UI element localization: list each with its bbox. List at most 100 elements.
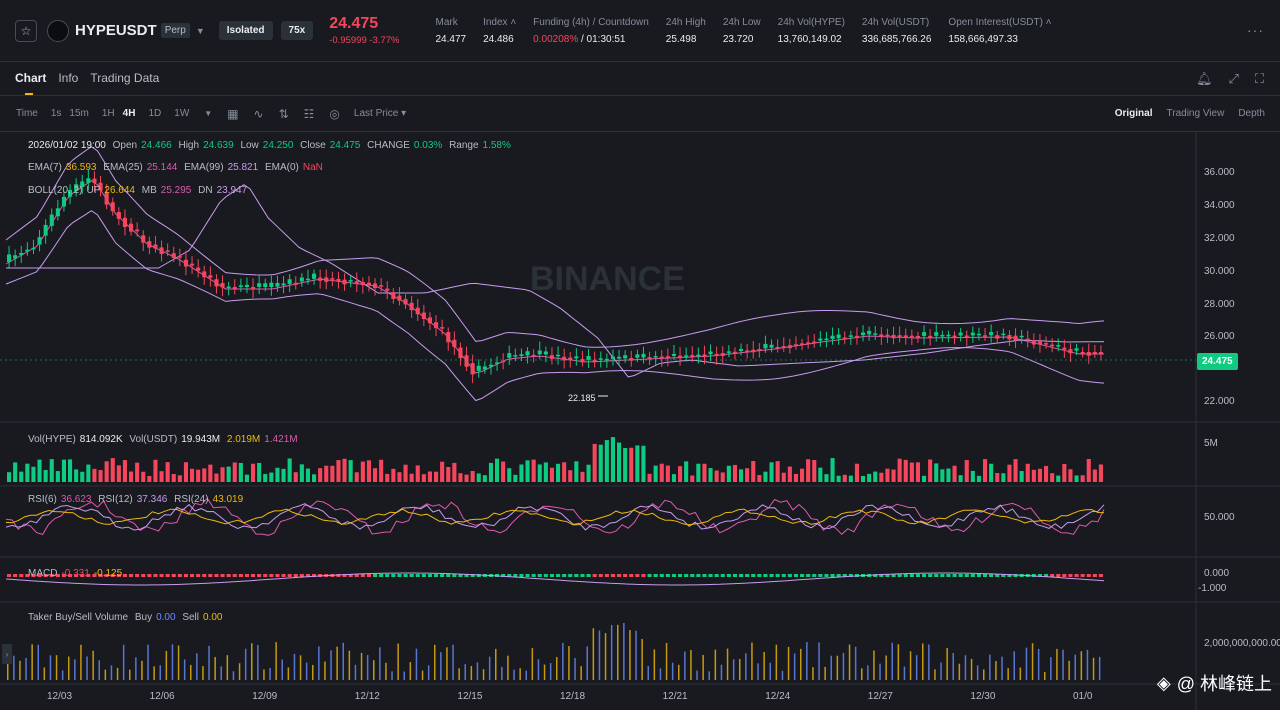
- taker-bar: [366, 655, 369, 680]
- macd-bar: [147, 574, 152, 577]
- interval-15m[interactable]: 15m: [69, 108, 89, 119]
- star-icon[interactable]: ☆: [15, 19, 37, 42]
- calendar-icon[interactable]: ▦: [227, 106, 239, 121]
- macd-bar: [92, 574, 97, 577]
- candle-body: [354, 281, 359, 284]
- view-trading-view[interactable]: Trading View: [1166, 108, 1225, 119]
- symbol-name[interactable]: HYPEUSDT: [75, 22, 157, 39]
- target-icon[interactable]: ◎: [329, 106, 340, 121]
- macd-bar: [183, 574, 188, 577]
- taker-bar: [702, 654, 704, 680]
- boll-lower-line: [5, 210, 1105, 402]
- taker-bar: [964, 655, 967, 680]
- taker-bar: [74, 659, 76, 680]
- interval-1d[interactable]: 1D: [148, 108, 162, 119]
- macd-bar: [989, 574, 994, 577]
- rsi-line: [5, 497, 1105, 536]
- candle-body: [702, 354, 707, 356]
- volume-bar: [897, 458, 902, 482]
- interval-1h[interactable]: 1H: [101, 108, 115, 119]
- volume-bar: [958, 475, 963, 482]
- tab-chart[interactable]: Chart: [15, 70, 47, 95]
- volume-bar: [1086, 458, 1091, 482]
- interval-dropdown-icon[interactable]: ▼: [204, 109, 213, 118]
- interval-4h[interactable]: 4H: [122, 108, 136, 119]
- price-type-select[interactable]: Last Price ▾: [353, 108, 407, 119]
- price-value: 24.475: [329, 15, 379, 32]
- tab-trading-data[interactable]: Trading Data: [90, 70, 160, 85]
- taker-bar: [745, 653, 747, 680]
- candle-body: [537, 350, 542, 355]
- interval-time[interactable]: Time: [16, 108, 38, 119]
- more-icon[interactable]: ···: [1247, 22, 1264, 38]
- view-depth[interactable]: Depth: [1238, 108, 1265, 119]
- taker-bar: [696, 670, 698, 680]
- candle-body: [299, 277, 304, 282]
- macd-bar: [818, 574, 823, 577]
- chart-area[interactable]: BINANCE 36.000 34.000 32.000 30.000 28.0…: [0, 132, 1280, 710]
- candle-body: [836, 334, 841, 339]
- macd-bar: [531, 574, 536, 577]
- volume-bar: [470, 471, 475, 482]
- taker-bar: [501, 666, 503, 680]
- candle-body: [732, 351, 737, 354]
- chevron-right-icon[interactable]: ›: [2, 644, 12, 664]
- volume-bar: [379, 459, 384, 482]
- macd-bar: [787, 574, 792, 577]
- volume-bar: [238, 462, 243, 482]
- candle-body: [305, 278, 310, 281]
- candle-body: [208, 275, 213, 278]
- tab-info[interactable]: Info: [58, 70, 79, 85]
- candle-body: [385, 288, 390, 291]
- expand-icon[interactable]: ⤢: [1228, 71, 1239, 86]
- volume-bar: [690, 475, 695, 482]
- volume-bar: [37, 459, 42, 482]
- fullscreen-icon[interactable]: ⛶: [1254, 71, 1264, 86]
- candle-body: [202, 271, 207, 278]
- taker-bar: [37, 644, 39, 680]
- boll-bands: [5, 146, 1105, 402]
- chart-canvas[interactable]: BINANCE 36.000 34.000 32.000 30.000 28.0…: [0, 132, 1280, 710]
- candle-body: [1044, 343, 1049, 345]
- candle-body: [183, 259, 188, 267]
- candle-body: [165, 250, 170, 252]
- macd-bar: [116, 574, 121, 577]
- candle-body: [214, 279, 219, 287]
- leverage-button[interactable]: 75x: [280, 21, 314, 40]
- macd-bar: [366, 574, 371, 577]
- chevron-down-icon[interactable]: ▼: [195, 25, 205, 36]
- taker-bar: [458, 668, 460, 680]
- candle-body: [867, 330, 872, 335]
- candle-body: [586, 355, 591, 360]
- volume-bar: [1062, 463, 1067, 482]
- taker-bar: [525, 670, 527, 680]
- compare-icon[interactable]: ⇅: [278, 106, 289, 121]
- macd-bar: [1086, 574, 1091, 577]
- macd-bar: [653, 574, 658, 577]
- taker-bar: [678, 664, 680, 680]
- volume-bar: [922, 475, 927, 482]
- volume-bar: [220, 467, 225, 482]
- macd-bar: [1007, 574, 1012, 577]
- volume-bar: [190, 468, 195, 482]
- volume-bar: [964, 460, 969, 482]
- candle-body: [598, 358, 603, 360]
- volume-bar: [598, 444, 603, 482]
- date-tick: 12/30: [970, 691, 995, 702]
- macd-bar: [922, 574, 927, 577]
- candle-body: [159, 247, 164, 255]
- indicator-icon[interactable]: ∿: [253, 106, 264, 121]
- settings-icon[interactable]: ☷: [303, 106, 315, 121]
- interval-1s[interactable]: 1s: [50, 108, 62, 119]
- macd-bar: [739, 574, 744, 577]
- candle-body: [55, 208, 60, 217]
- interval-1w[interactable]: 1W: [174, 108, 190, 119]
- volume-bar: [116, 465, 121, 482]
- bell-icon[interactable]: 🔔︎: [1195, 71, 1213, 86]
- volume-bar: [31, 466, 36, 482]
- taker-bar: [763, 652, 765, 680]
- candle-body: [68, 189, 73, 197]
- view-original[interactable]: Original: [1114, 108, 1153, 119]
- margin-mode-button[interactable]: Isolated: [218, 21, 273, 40]
- macd-bar: [305, 574, 310, 577]
